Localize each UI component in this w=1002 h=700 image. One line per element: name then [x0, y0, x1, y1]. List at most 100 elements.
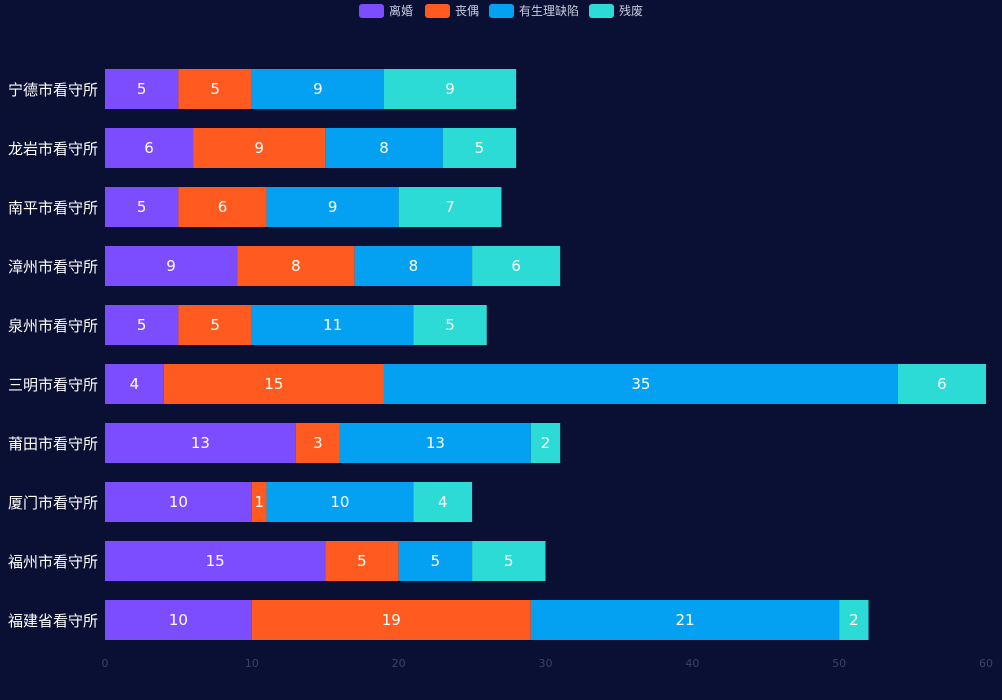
bar-segment[interactable]: [105, 364, 164, 404]
bar-value-label: 5: [137, 80, 147, 98]
x-tick-label: 0: [102, 657, 109, 670]
category-label: 南平市看守所: [8, 199, 98, 217]
category-labels: 宁德市看守所龙岩市看守所南平市看守所漳州市看守所泉州市看守所三明市看守所莆田市看…: [8, 81, 98, 630]
bar-segment[interactable]: [839, 600, 869, 640]
bar-row: 9 8 8 6: [105, 246, 561, 286]
bar-value-label: 6: [937, 375, 947, 393]
bar-segment[interactable]: [354, 246, 473, 286]
bar-value-label: 6: [218, 198, 228, 216]
category-label: 莆田市看守所: [8, 435, 98, 453]
bar-value-label: 5: [475, 139, 485, 157]
bar-segment[interactable]: [413, 305, 487, 345]
bar-segment[interactable]: [105, 600, 252, 640]
bar-segment[interactable]: [163, 364, 384, 404]
bar-value-label: 10: [169, 493, 188, 511]
bar-value-label: 15: [264, 375, 283, 393]
bar-value-label: 6: [511, 257, 521, 275]
bar-value-label: 5: [431, 552, 441, 570]
bar-segment[interactable]: [237, 246, 355, 286]
bar-segment[interactable]: [383, 364, 898, 404]
bar-segment[interactable]: [325, 128, 443, 168]
bar-value-label: 5: [357, 552, 367, 570]
bar-value-label: 10: [330, 493, 349, 511]
bar-segment[interactable]: [295, 423, 340, 463]
category-label: 宁德市看守所: [8, 81, 98, 99]
bar-value-label: 10: [169, 611, 188, 629]
legend-item[interactable]: 残废: [589, 3, 643, 18]
bar-value-label: 6: [144, 139, 154, 157]
bar-value-label: 9: [313, 80, 323, 98]
legend-item[interactable]: 丧偶: [425, 4, 479, 18]
legend-label: 有生理缺陷: [519, 3, 579, 18]
category-label: 厦门市看守所: [8, 494, 98, 512]
bar-row: 10 1 10 4: [105, 482, 473, 522]
bar-value-label: 2: [849, 611, 859, 629]
x-tick-label: 30: [539, 657, 553, 670]
legend-item[interactable]: 有生理缺陷: [489, 3, 579, 18]
bar-segment[interactable]: [530, 423, 561, 463]
bar-segment[interactable]: [178, 305, 252, 345]
bar-value-label: 9: [254, 139, 264, 157]
bar-row: 10 19 21 2: [105, 600, 869, 640]
bar-segment[interactable]: [105, 128, 194, 168]
bar-value-label: 5: [137, 198, 147, 216]
bar-segment[interactable]: [105, 423, 296, 463]
bar-segment[interactable]: [251, 69, 384, 109]
bar-value-label: 5: [210, 80, 220, 98]
bar-segment[interactable]: [105, 246, 238, 286]
bar-value-label: 8: [409, 257, 419, 275]
bar-segment[interactable]: [383, 69, 517, 109]
bar-segment[interactable]: [266, 187, 399, 227]
bar-segment[interactable]: [251, 600, 531, 640]
bar-segment[interactable]: [178, 187, 267, 227]
legend-swatch: [425, 4, 450, 18]
bar-segment[interactable]: [105, 482, 252, 522]
bar-value-label: 7: [445, 198, 455, 216]
bar-segment[interactable]: [251, 482, 267, 522]
bar-segment[interactable]: [105, 69, 179, 109]
x-tick-label: 10: [245, 657, 259, 670]
bar-value-label: 9: [445, 80, 455, 98]
bars: 5 5 9 96 9 8 55 6 9 79 8 8 65 5 11 54 15 35 613 3 13 210 1 10 41…: [105, 69, 986, 640]
bar-segment[interactable]: [472, 541, 546, 581]
bar-segment[interactable]: [398, 187, 502, 227]
bar-segment[interactable]: [325, 541, 399, 581]
bar-segment[interactable]: [398, 541, 473, 581]
bar-value-label: 8: [379, 139, 389, 157]
legend-label: 离婚: [389, 3, 413, 18]
bar-row: 6 9 8 5: [105, 128, 517, 168]
legend-item[interactable]: 离婚: [359, 3, 413, 18]
legend-swatch: [359, 4, 384, 18]
bar-row: 5 6 9 7: [105, 187, 502, 227]
legend-label: 丧偶: [455, 4, 479, 18]
bar-segment[interactable]: [442, 128, 517, 168]
bar-segment[interactable]: [105, 541, 326, 581]
bar-segment[interactable]: [339, 423, 531, 463]
bar-value-label: 8: [291, 257, 301, 275]
bar-segment[interactable]: [413, 482, 473, 522]
bar-value-label: 11: [323, 316, 342, 334]
bar-segment[interactable]: [530, 600, 840, 640]
legend-label: 残废: [619, 3, 643, 18]
bar-value-label: 35: [631, 375, 650, 393]
bar-segment[interactable]: [472, 246, 561, 286]
bar-segment[interactable]: [266, 482, 414, 522]
bar-value-label: 21: [675, 611, 694, 629]
bar-segment[interactable]: [105, 187, 179, 227]
bar-segment[interactable]: [105, 305, 179, 345]
bar-value-label: 4: [438, 493, 448, 511]
x-tick-label: 50: [832, 657, 846, 670]
bar-value-label: 5: [504, 552, 514, 570]
bar-segment[interactable]: [251, 305, 414, 345]
bar-segment[interactable]: [193, 128, 326, 168]
bar-segment[interactable]: [897, 364, 986, 404]
category-label: 福州市看守所: [8, 553, 98, 571]
bar-value-label: 9: [166, 257, 176, 275]
bar-row: 4 15 35 6: [105, 364, 986, 404]
bar-segment[interactable]: [178, 69, 252, 109]
category-label: 龙岩市看守所: [8, 140, 98, 158]
bar-value-label: 4: [130, 375, 140, 393]
bar-value-label: 15: [206, 552, 225, 570]
x-tick-label: 60: [979, 657, 993, 670]
